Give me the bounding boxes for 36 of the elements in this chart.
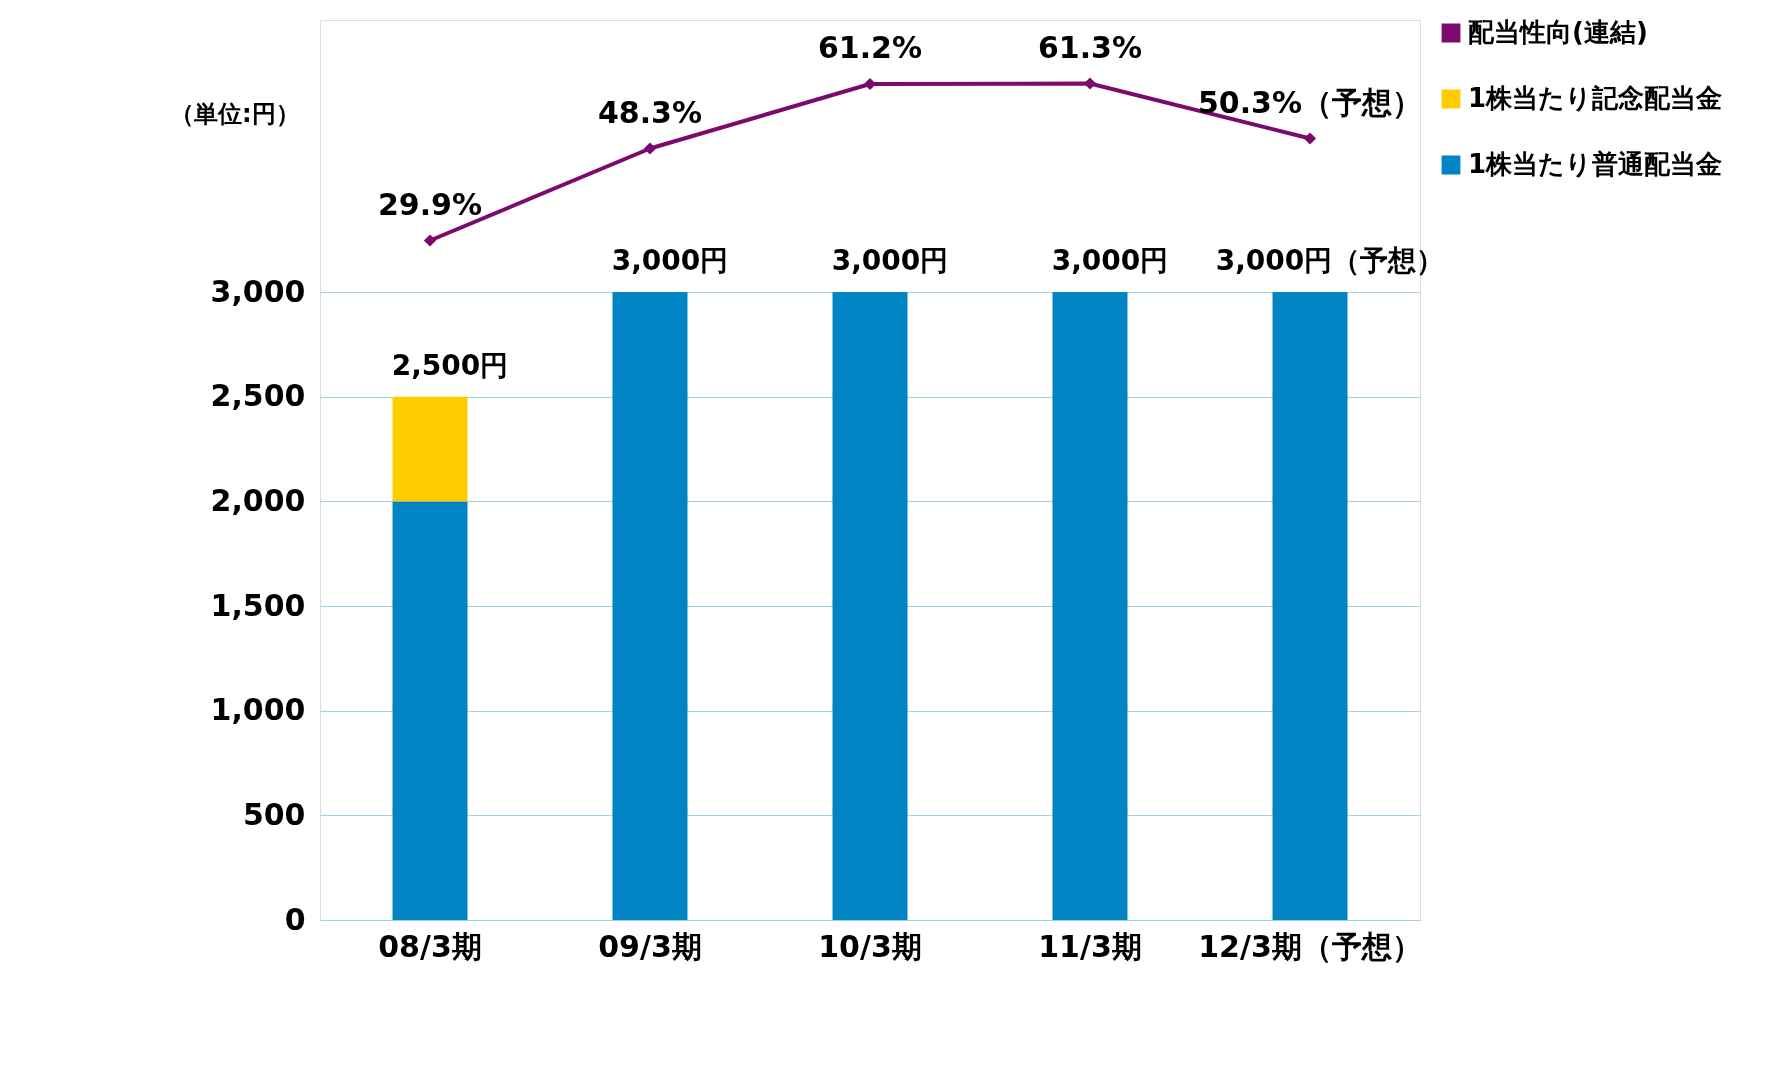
data-label: 50.3%（予想） <box>1197 84 1423 120</box>
data-label: 48.3% <box>597 94 703 130</box>
y-tick-label: 500 <box>242 796 306 832</box>
bar <box>1052 292 1128 920</box>
x-tick-label: 09/3期 <box>598 928 702 964</box>
legend-label: 1株当たり普通配当金 <box>1468 149 1723 179</box>
x-tick-label: 12/3期（予想） <box>1198 928 1422 964</box>
text: （単位:円） <box>170 100 300 128</box>
bar <box>392 501 468 920</box>
legend-label: 1株当たり記念配当金 <box>1468 83 1723 113</box>
legend-label: 配当性向(連結) <box>1468 17 1648 47</box>
point <box>1083 77 1097 90</box>
y-tick-label: 0 <box>284 901 306 937</box>
y-tick-label: 3,000 <box>210 273 306 309</box>
y-tick-label: 1,500 <box>210 587 306 623</box>
data-label: 61.2% <box>817 30 923 65</box>
total-label: 3,000円 <box>611 244 729 278</box>
point <box>1303 132 1317 145</box>
x-tick-label: 11/3期 <box>1038 928 1142 964</box>
point <box>643 142 657 155</box>
total-label: 3,000円（予想） <box>1215 244 1445 278</box>
x-tick-label: 10/3期 <box>818 928 922 964</box>
bar <box>832 292 908 920</box>
bar <box>612 292 688 920</box>
data-label: 61.3% <box>1037 29 1143 65</box>
y-tick-label: 2,500 <box>210 378 306 414</box>
y-tick-label: 1,000 <box>210 692 306 728</box>
bar <box>1272 292 1348 920</box>
total-label: 2,500円 <box>391 348 509 382</box>
total-label: 3,000円 <box>1051 244 1169 278</box>
x-tick-label: 08/3期 <box>378 928 482 964</box>
bar <box>392 396 468 502</box>
data-label: 29.9% <box>377 186 483 222</box>
total-label: 3,000円 <box>831 244 949 278</box>
point <box>423 234 437 247</box>
y-tick-label: 2,000 <box>210 482 306 518</box>
